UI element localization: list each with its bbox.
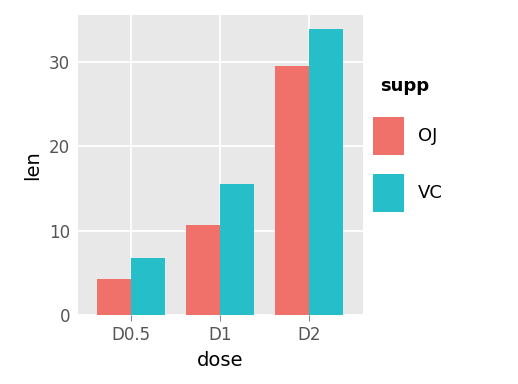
FancyBboxPatch shape xyxy=(373,174,404,212)
Bar xyxy=(131,258,165,315)
Y-axis label: len: len xyxy=(23,150,42,180)
Text: VC: VC xyxy=(418,184,442,202)
Bar xyxy=(220,184,254,315)
Text: supp: supp xyxy=(380,77,429,95)
Bar xyxy=(186,225,220,315)
X-axis label: dose: dose xyxy=(197,351,243,370)
FancyBboxPatch shape xyxy=(373,117,404,154)
Text: OJ: OJ xyxy=(418,127,437,144)
Bar xyxy=(309,29,343,315)
Bar xyxy=(276,66,309,315)
Bar xyxy=(97,280,131,315)
